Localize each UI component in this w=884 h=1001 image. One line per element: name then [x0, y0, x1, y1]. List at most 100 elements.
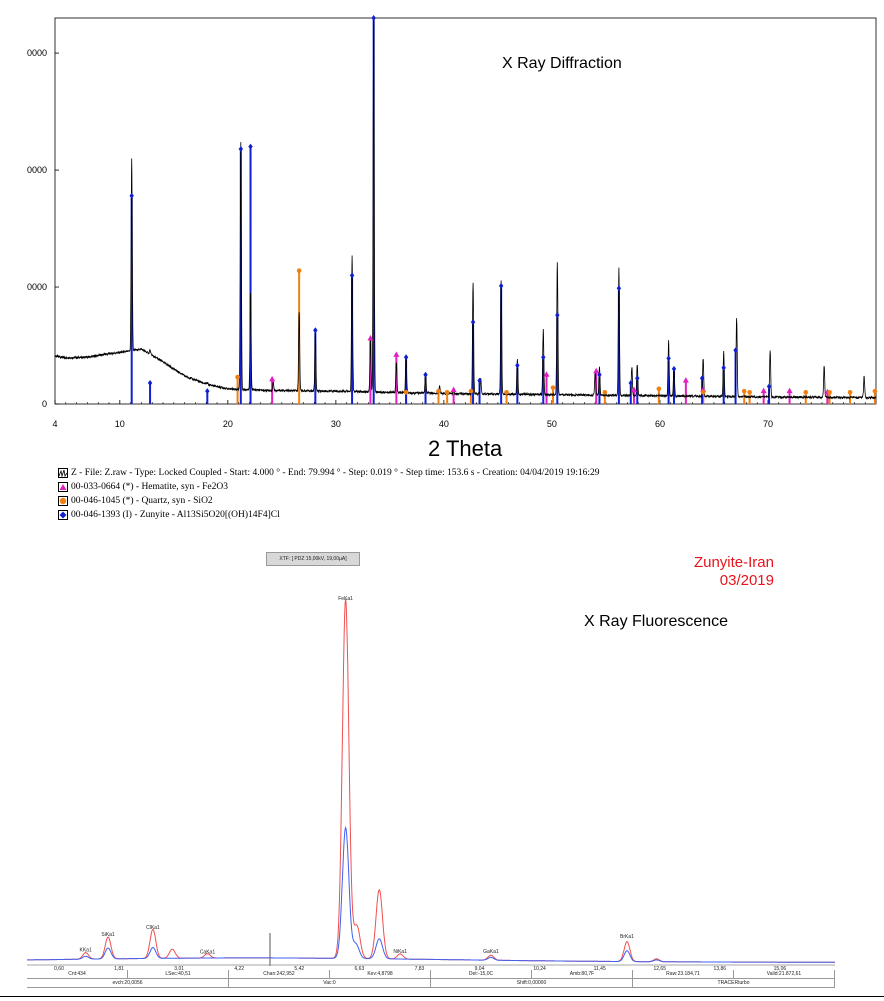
xrd-marker-quartz — [504, 390, 509, 395]
legend-item-quartz: 00-046-1045 (*) - Quartz, syn - SiO2 — [58, 494, 600, 508]
xrd-marker-zunyite — [498, 282, 504, 289]
xrd-marker-zunyite — [733, 347, 738, 354]
xrd-marker-zunyite — [371, 15, 376, 21]
xrd-marker-quartz — [444, 390, 450, 395]
status-cell: Valid:21.872,61 — [734, 970, 835, 978]
xrd-marker-quartz — [550, 385, 556, 390]
status-row-1: Cnt:434 LSec:40,51 Chan:242,952 Kev:4,8798 D… — [27, 970, 835, 979]
xrd-x-tick-label: 40 — [439, 419, 449, 429]
xrd-marker-zunyite — [541, 354, 546, 361]
xrf-x-tick-label: 5,42 — [294, 966, 304, 972]
xrf-x-tick-label: 1,81 — [114, 966, 124, 972]
status-cell: Det:-15,0C — [431, 970, 532, 978]
xrd-marker-zunyite — [597, 371, 602, 378]
xrf-x-tick-label: 12,65 — [653, 966, 666, 972]
status-cell: TRACERturbo — [633, 979, 835, 987]
xrd-x-tick-label: 60 — [655, 419, 665, 429]
xrd-marker-quartz — [602, 390, 608, 395]
xrf-instrument-banner: XTF: [ PDZ 15,00kV, 19,00µA] — [266, 552, 360, 566]
xrd-marker-zunyite — [635, 375, 640, 382]
status-row-2: evch:20,0056 Vac:0 Shift:0,00000 TRACERturb… — [27, 979, 835, 988]
xrd-marker-quartz — [403, 390, 409, 395]
legend-label-zunyite: 00-046-1393 (I) - Zunyite - Al13Si5O20[(… — [71, 510, 280, 520]
xrf-peak-label: SiKa1 — [101, 932, 115, 938]
xrd-y-tick-label: 0000 — [27, 165, 47, 175]
status-cell: LSec:40,51 — [128, 970, 229, 978]
xrd-marker-zunyite — [349, 272, 355, 279]
status-cell: Amb:80,7F — [532, 970, 633, 978]
xrd-marker-zunyite — [628, 379, 633, 386]
xrd-legend: Z - File: Z.raw - Type: Locked Coupled -… — [58, 466, 600, 522]
xrd-marker-zunyite — [423, 371, 428, 378]
xrf-peak-label: CaKa1 — [200, 950, 216, 956]
xrf-chart-title: X Ray Fluorescence — [584, 613, 729, 630]
xrf-peak-label: BrKa1 — [620, 934, 634, 940]
xrd-marker-zunyite — [477, 377, 482, 384]
legend-label-quartz: 00-046-1045 (*) - Quartz, syn - SiO2 — [71, 496, 213, 506]
xrd-x-tick-label: 30 — [331, 419, 341, 429]
xrd-marker-zunyite — [616, 285, 622, 292]
xrd-marker-quartz — [436, 388, 441, 394]
xrd-marker-hematite — [682, 377, 689, 383]
xrd-marker-hematite — [450, 386, 457, 392]
xrd-x-tick-label: 70 — [763, 419, 773, 429]
xrd-marker-hematite — [367, 334, 374, 341]
xrd-y-tick-label: 0000 — [27, 48, 47, 58]
xrd-marker-hematite — [393, 351, 400, 357]
xrf-x-tick-label: 4,22 — [234, 966, 244, 972]
xrd-pattern-line — [54, 18, 877, 401]
status-cell: Shift:0,00000 — [431, 979, 633, 987]
xrd-marker-zunyite — [313, 327, 318, 334]
xrd-marker-hematite — [760, 387, 767, 394]
legend-label-hematite: 00-033-0664 (*) - Hematite, syn - Fe2O3 — [71, 482, 228, 492]
xrd-x-tick-label: 10 — [115, 419, 125, 429]
status-cell: Kev:4,8798 — [330, 970, 431, 978]
xrd-y-tick-label: 0000 — [27, 282, 47, 292]
xrd-marker-zunyite — [129, 192, 134, 199]
xrd-marker-hematite — [593, 367, 600, 374]
xrd-marker-zunyite — [470, 319, 476, 326]
xrd-marker-hematite — [543, 371, 550, 377]
xrd-y-tick-label: 0 — [42, 399, 47, 409]
xrd-chart-title: X Ray Diffraction — [502, 55, 622, 72]
status-cell: Cnt:434 — [27, 970, 128, 978]
xrd-marker-quartz — [872, 388, 878, 394]
xrf-status-bar: Cnt:434 LSec:40,51 Chan:242,952 Kev:4,8798 D… — [27, 970, 835, 989]
xrf-peak-label: NiKa1 — [393, 949, 407, 955]
xrd-marker-quartz — [235, 374, 240, 380]
xrd-x-tick-label: 4 — [52, 419, 57, 429]
xrf-x-tick-label: 11,45 — [594, 966, 606, 972]
legend-item-zunyite: 00-046-1393 (I) - Zunyite - Al13Si5O20[(… — [58, 508, 600, 522]
xrd-marker-zunyite — [671, 365, 677, 372]
xrf-spectrum-red — [27, 598, 835, 963]
xrf-spectrum-blue — [27, 825, 835, 963]
xrd-marker-zunyite — [147, 379, 153, 386]
xrd-marker-zunyite — [666, 355, 671, 362]
xrd-marker-zunyite — [248, 143, 253, 150]
xrf-x-tick-label: 6,63 — [355, 966, 365, 972]
xrf-x-tick-label: 10,24 — [533, 966, 546, 972]
xrf-x-tick-label: 3,01 — [174, 966, 184, 972]
xrd-plot-frame — [54, 17, 877, 405]
xrd-marker-zunyite — [515, 362, 520, 369]
xrd-marker-quartz — [468, 388, 474, 394]
xrd-marker-quartz — [847, 390, 853, 395]
xrd-x-tick-label: 50 — [547, 419, 557, 429]
xrf-peak-label: GaKa1 — [483, 949, 499, 955]
diamond-icon — [58, 510, 68, 520]
sample-name: Zunyite-Iran — [693, 554, 774, 571]
sample-caption: Zunyite-Iran 03/2019 — [694, 554, 774, 590]
legend-item-hematite: 00-033-0664 (*) - Hematite, syn - Fe2O3 — [58, 480, 600, 494]
legend-label-pattern: Z - File: Z.raw - Type: Locked Coupled -… — [71, 468, 600, 478]
xrd-marker-zunyite — [555, 312, 560, 319]
xrd-x-tick-label: 20 — [223, 419, 233, 429]
xrf-x-tick-label: 9,04 — [475, 966, 485, 972]
xrd-marker-quartz — [827, 390, 832, 395]
xrd-marker-zunyite — [205, 388, 210, 395]
xrd-marker-quartz — [803, 390, 809, 395]
legend-item-pattern: Z - File: Z.raw - Type: Locked Coupled -… — [58, 466, 600, 480]
xrf-x-tick-label: 0,60 — [54, 966, 64, 972]
circle-icon — [58, 496, 68, 506]
